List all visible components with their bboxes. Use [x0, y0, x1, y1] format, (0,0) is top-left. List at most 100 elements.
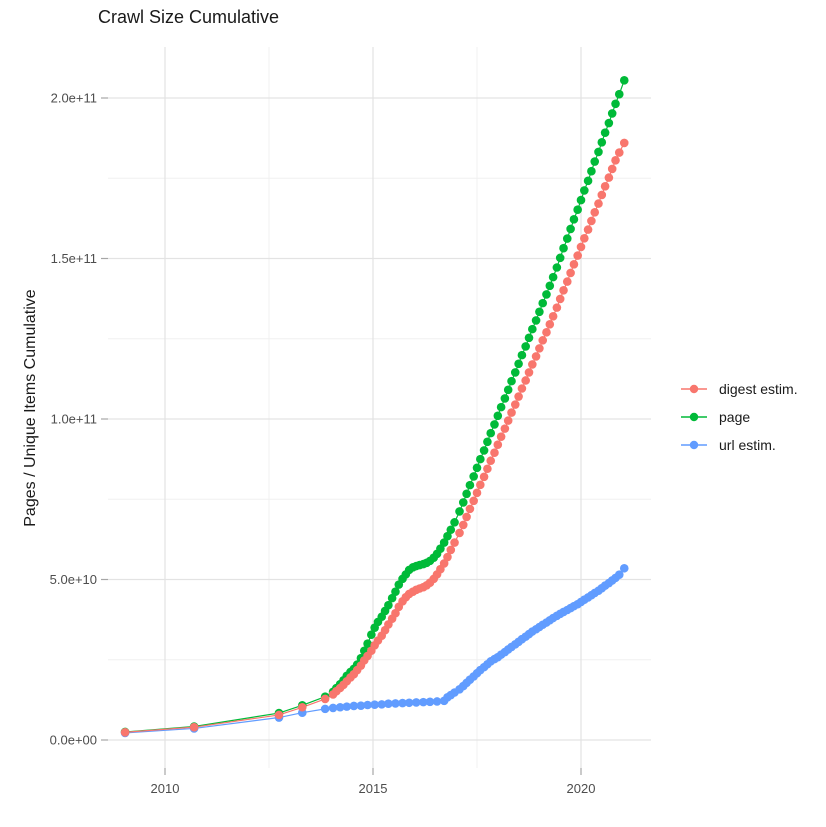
legend-key-url-icon	[681, 440, 707, 449]
data-point	[500, 424, 510, 433]
y-axis-title: Pages / Unique Items Cumulative	[22, 289, 39, 527]
data-point	[367, 630, 376, 640]
legend-item-page: page	[680, 407, 798, 426]
data-point	[472, 463, 482, 473]
data-point	[583, 225, 593, 234]
data-point	[363, 639, 372, 648]
y-tick-label: 1.0e+11	[51, 412, 97, 427]
data-point	[483, 464, 492, 474]
data-point	[446, 525, 456, 535]
data-point	[493, 440, 503, 449]
x-tick-label: 2020	[567, 781, 596, 796]
data-point	[479, 446, 489, 455]
data-point	[514, 359, 523, 369]
data-point	[517, 384, 527, 393]
data-point	[548, 311, 558, 321]
data-point	[384, 600, 393, 610]
data-point	[590, 157, 600, 166]
data-point	[120, 727, 130, 737]
data-point	[328, 703, 338, 713]
data-point	[446, 545, 456, 555]
data-point	[391, 699, 400, 708]
data-point	[398, 698, 407, 708]
data-point	[583, 176, 593, 186]
data-point	[600, 128, 610, 137]
data-point	[496, 432, 506, 441]
data-point	[545, 281, 555, 291]
data-point	[521, 342, 530, 351]
legend-key-digest-icon	[681, 384, 707, 393]
data-point	[363, 700, 372, 710]
data-point	[576, 242, 586, 252]
data-point	[443, 531, 452, 541]
data-point	[320, 704, 330, 714]
legend-key-page-icon	[681, 412, 707, 421]
data-point	[391, 587, 400, 596]
data-point	[587, 166, 596, 176]
data-point	[450, 518, 459, 527]
y-tick-label: 5.0e+10	[50, 572, 97, 587]
data-point	[439, 538, 449, 547]
data-point	[479, 472, 489, 482]
data-point	[614, 570, 624, 579]
legend-label-digest: digest estim.	[719, 380, 798, 397]
data-point	[476, 454, 485, 464]
data-point	[462, 489, 471, 499]
data-point	[566, 224, 575, 234]
data-point	[411, 698, 421, 707]
data-point	[490, 420, 499, 429]
data-point	[559, 285, 568, 295]
data-point	[274, 710, 284, 720]
data-point	[356, 701, 366, 710]
data-point	[566, 268, 575, 278]
data-point	[562, 277, 572, 286]
data-point	[587, 216, 596, 226]
data-point	[503, 385, 513, 395]
data-point	[476, 480, 485, 490]
legend-label-page: page	[719, 408, 751, 425]
data-point	[496, 402, 506, 412]
data-point	[524, 333, 534, 343]
data-point	[189, 722, 199, 732]
data-point	[590, 207, 600, 217]
data-point	[455, 507, 464, 516]
data-point	[384, 699, 393, 709]
data-point	[483, 437, 492, 447]
x-tick-label: 2010	[151, 781, 180, 796]
data-point	[486, 456, 496, 466]
data-point	[619, 138, 629, 148]
data-point	[594, 199, 603, 208]
data-point	[458, 498, 468, 507]
data-point	[535, 307, 544, 317]
data-point	[548, 272, 558, 282]
data-point	[469, 472, 478, 481]
data-point	[573, 251, 582, 260]
data-point	[611, 155, 620, 165]
data-point	[500, 394, 510, 403]
data-point	[535, 344, 544, 353]
chart-title: Crawl Size Cumulative	[98, 7, 280, 27]
data-point	[552, 263, 562, 272]
data-point	[450, 538, 459, 547]
data-point	[507, 408, 516, 417]
data-point	[576, 195, 586, 205]
data-point	[542, 290, 551, 299]
data-point	[404, 698, 414, 708]
data-point	[562, 234, 572, 243]
data-point	[600, 181, 610, 191]
data-point	[573, 205, 582, 215]
data-point	[607, 164, 617, 174]
y-tick-label: 0.0e+00	[50, 733, 97, 748]
x-tick-label: 2015	[359, 781, 388, 796]
axis-tick-marks	[101, 97, 582, 775]
series-points	[120, 76, 629, 738]
data-point	[607, 109, 617, 118]
data-point	[604, 173, 614, 182]
data-point	[619, 563, 629, 573]
gridlines-minor	[108, 47, 651, 768]
axis-tick-labels: 2010 2015 2020 0.0e+00 5.0e+10 1.0e+11 1.5e+11…	[50, 91, 596, 797]
data-point	[493, 411, 503, 421]
data-point	[559, 243, 568, 253]
